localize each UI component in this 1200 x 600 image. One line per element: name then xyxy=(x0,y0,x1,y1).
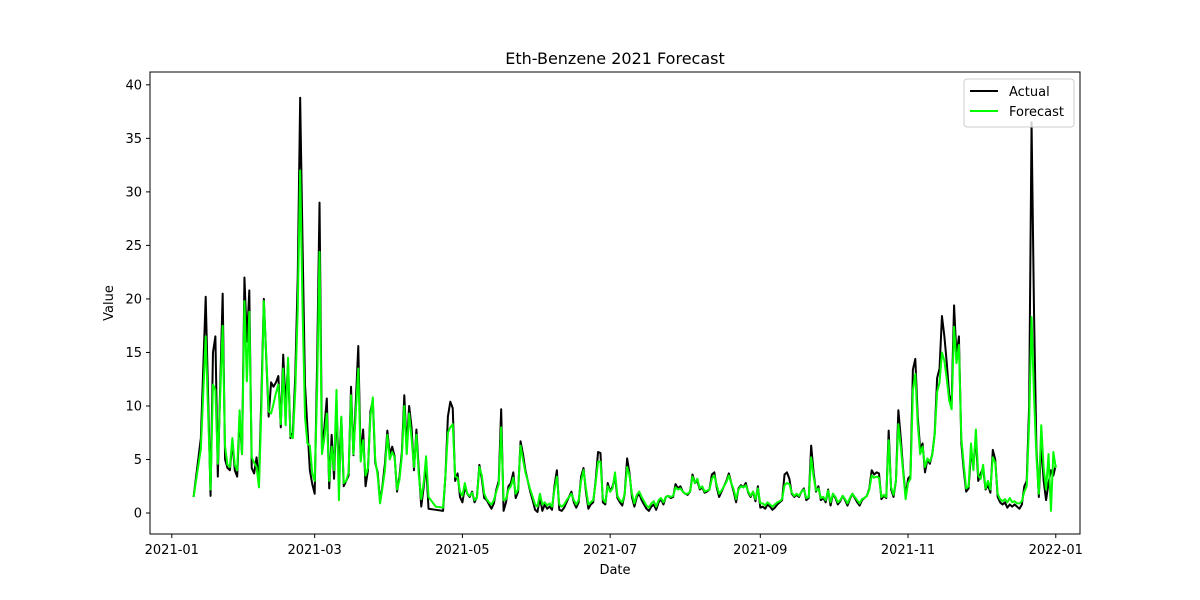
x-tick-label: 2021-11 xyxy=(881,543,935,558)
series-layer xyxy=(192,96,1057,513)
x-tick-label: 2021-07 xyxy=(583,543,637,558)
y-axis-title: Value xyxy=(102,285,117,321)
y-tick-label: 40 xyxy=(125,78,142,93)
legend-label-forecast: Forecast xyxy=(1009,105,1064,120)
x-tick-label: 2021-05 xyxy=(435,543,489,558)
plot-area xyxy=(149,71,1081,535)
y-tick-label: 10 xyxy=(125,399,142,414)
y-tick-label: 30 xyxy=(125,185,142,200)
y-tick-label: 25 xyxy=(125,239,142,254)
axes-frame xyxy=(149,71,1081,535)
x-tick-label: 2021-03 xyxy=(288,543,342,558)
series-line-forecast xyxy=(192,169,1057,512)
legend-label-actual: Actual xyxy=(1009,85,1050,100)
x-axis: 2021-01 2021-03 2021-05 2021-07 2021-09 2021-… xyxy=(145,534,1083,558)
y-tick-label: 5 xyxy=(134,453,142,468)
y-tick-label: 20 xyxy=(125,292,142,307)
legend: Actual Forecast xyxy=(963,78,1075,128)
axes-background xyxy=(150,72,1080,534)
y-tick-label: 15 xyxy=(125,346,142,361)
x-axis-title: Date xyxy=(599,563,630,578)
y-tick-label: 35 xyxy=(125,132,142,147)
x-tick-label: 2021-01 xyxy=(145,543,199,558)
x-tick-label: 2022-01 xyxy=(1029,543,1083,558)
x-tick-label: 2021-09 xyxy=(733,543,787,558)
y-axis: 0 5 10 15 20 25 30 35 40 xyxy=(125,78,150,522)
chart-title: Eth-Benzene 2021 Forecast xyxy=(505,49,725,68)
y-tick-label: 0 xyxy=(134,507,142,522)
